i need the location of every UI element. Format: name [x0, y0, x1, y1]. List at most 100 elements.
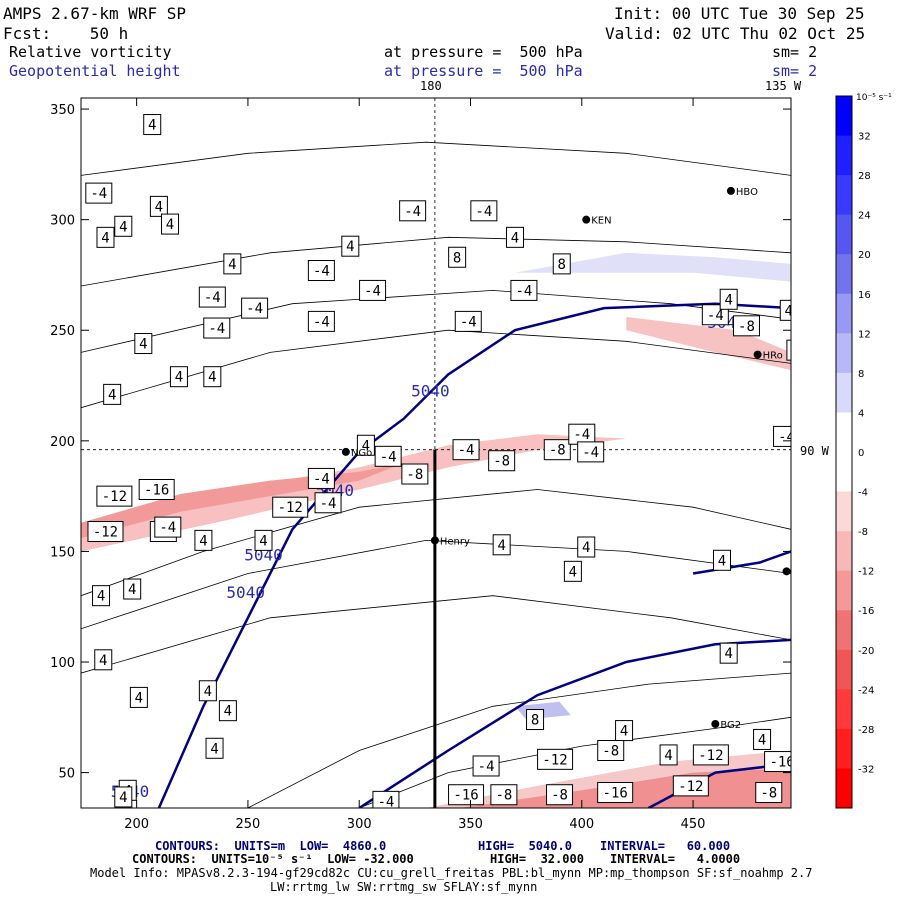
vorticity-label-13: 4: [506, 226, 525, 248]
vorticity-label-box: [307, 260, 335, 282]
vorticity-label-text: -8: [551, 788, 568, 804]
vorticity-label-box: [87, 521, 124, 543]
vorticity-label-box: [597, 782, 634, 804]
vorticity-label-7: 4: [341, 235, 360, 257]
vorticity-label-42: -4: [314, 492, 342, 514]
vorticity-label-box: [143, 114, 162, 136]
station-label-hro: HRo: [763, 351, 783, 362]
vorticity-label-box: [203, 317, 231, 339]
vorticity-label-text: -12: [542, 752, 567, 768]
colorbar-segment: [836, 768, 852, 809]
vorticity-label-text: 4: [497, 538, 505, 554]
vorticity-band-neg-north: [626, 317, 791, 371]
vorticity-band-neg-outer: [81, 434, 627, 552]
vorticity-label-box: [454, 310, 482, 332]
model-title: AMPS 2.67-km WRF SP: [3, 4, 187, 23]
forecast-hour: Fcst: 50 h: [3, 24, 129, 43]
x-tick-label: 400: [569, 817, 594, 832]
vorticity-label-10: -4: [241, 297, 269, 319]
vorticity-label-19: 4: [103, 383, 122, 405]
vorticity-label-4: 4: [114, 215, 133, 237]
vorticity-label-text: -8: [791, 343, 808, 359]
vorticity-label-text: 4: [128, 582, 136, 598]
vorticity-label-text: 4: [511, 230, 519, 246]
vorticity-label-1: -4: [85, 182, 113, 204]
vorticity-label-29: -8: [786, 339, 808, 361]
vorticity-label-text: -8: [406, 467, 423, 483]
vorticity-label-box: [356, 434, 375, 456]
vorticity-label-text: 4: [582, 540, 590, 556]
vorticity-label-box: [103, 383, 122, 405]
height-label-2: 5040: [244, 545, 283, 564]
field1-level: at pressure = 500 hPa: [384, 43, 583, 61]
footer-model-info: Model Info: MPASv8.2.3-194-gf29cd82c CU:…: [90, 866, 813, 880]
vorticity-label-34: -4: [452, 439, 480, 461]
vorticity-label-33: -4: [577, 441, 605, 463]
vorticity-label-text: 4: [97, 589, 105, 605]
vorticity-label-box: [307, 310, 335, 332]
vorticity-label-text: 4: [119, 790, 127, 806]
vorticity-label-text: 8: [558, 257, 566, 273]
vorticity-label-text: 4: [569, 564, 577, 580]
colorbar-segment: [836, 96, 852, 137]
vorticity-label-text: -4: [313, 314, 330, 330]
vorticity-label-37: -4: [374, 445, 402, 467]
x-tick-label: 350: [458, 817, 483, 832]
vorticity-label-box: [546, 784, 574, 806]
vorticity-label-71: -8: [597, 739, 625, 761]
vorticity-label-box: [154, 516, 182, 538]
colorbar-tick-label: -16: [858, 606, 874, 617]
vorticity-label-text: 4: [718, 553, 726, 569]
station-dot: [430, 536, 439, 545]
vorticity-label-box: [506, 226, 525, 248]
field2-smoothing: sm= 2: [772, 62, 818, 80]
colorbar-tick-label: 0: [858, 448, 864, 459]
vorticity-label-text: -4: [778, 429, 795, 445]
colorbar-tick-label: 28: [858, 171, 871, 182]
vorticity-label-text: 4: [259, 533, 267, 549]
station-label-hbo: HBO: [736, 187, 758, 198]
vorticity-label-text: 4: [724, 292, 732, 308]
vorticity-label-text: 4: [346, 239, 354, 255]
colorbar-segment: [836, 254, 852, 295]
colorbar-tick-label: -32: [858, 764, 874, 775]
height-contour-0: [157, 302, 791, 808]
vorticity-label-77: -12: [672, 775, 709, 797]
vorticity-label-text: -4: [313, 471, 330, 487]
vorticity-label-text: -8: [495, 788, 512, 804]
height-label-0: 5040: [411, 382, 450, 401]
vorticity-label-text: 4: [228, 257, 236, 273]
vorticity-label-text: -4: [320, 496, 337, 512]
vorticity-contour-3: [81, 236, 791, 287]
vorticity-label-text: -4: [458, 443, 475, 459]
vorticity-label-text: -4: [90, 186, 107, 202]
field2-name: Geopotential height: [9, 62, 181, 80]
vorticity-label-box: [672, 775, 709, 797]
lat-label-90w: 90 W: [800, 444, 829, 458]
vorticity-label-54: 4: [123, 578, 142, 600]
vorticity-label-73: -8: [546, 784, 574, 806]
vorticity-label-16: -4: [510, 279, 538, 301]
footer-height-interval: INTERVAL= 60.000: [600, 839, 731, 853]
vorticity-label-box: [85, 182, 113, 204]
vorticity-label-text: -12: [698, 748, 723, 764]
vorticity-label-51: 4: [713, 549, 732, 571]
vorticity-label-text: 4: [210, 741, 218, 757]
vorticity-label-box: [198, 680, 217, 702]
vorticity-label-text: -16: [769, 755, 794, 771]
colorbar: 32 28 24 20 16 12 8 4 0 -4 -8 -12 -16 -20 -24 -28 -32 10⁻…: [835, 93, 892, 809]
vorticity-label-76: -16: [597, 782, 634, 804]
vorticity-label-text: 4: [758, 732, 766, 748]
colorbar-segment: [836, 649, 852, 690]
y-tick-label: 250: [50, 324, 75, 339]
vorticity-label-text: -4: [475, 204, 492, 220]
vorticity-label-69: -4: [472, 755, 500, 777]
station-dot: [582, 215, 591, 224]
vorticity-label-box: [114, 215, 133, 237]
vorticity-label-text: -4: [515, 283, 532, 299]
vorticity-label-60: 4: [218, 700, 237, 722]
vorticity-label-72: -16: [448, 784, 485, 806]
vorticity-label-box: [359, 279, 387, 301]
colorbar-tick-label: 20: [858, 250, 871, 261]
vorticity-label-53: 4: [563, 560, 582, 582]
